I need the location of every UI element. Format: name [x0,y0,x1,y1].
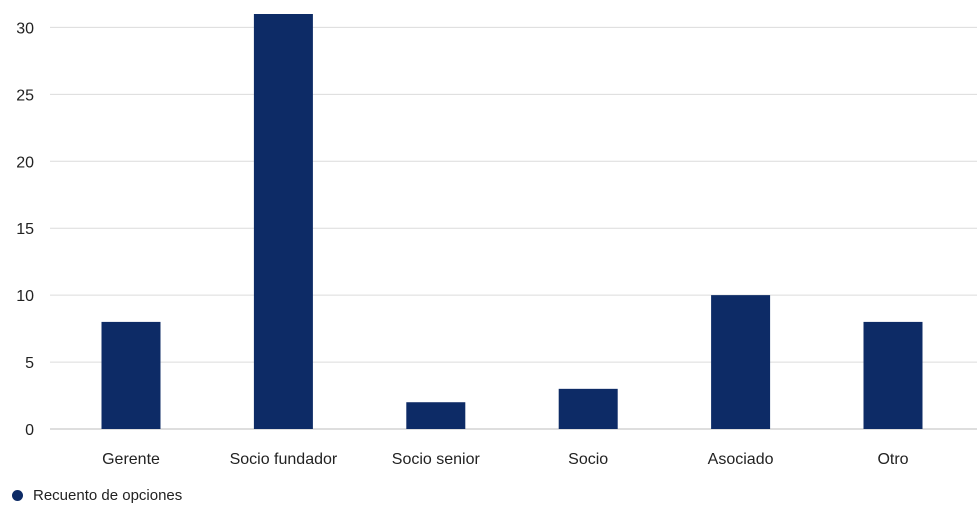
bar [863,321,923,429]
x-tick-label: Otro [877,451,908,468]
x-tick-label: Socio [568,451,608,468]
bar [711,295,771,429]
bar [406,402,466,429]
x-tick-label: Socio senior [392,451,481,468]
bar-chart: 0 5 10 15 20 25 30 Gerente Socio fundador Socio … [16,14,977,468]
x-tick-label: Gerente [102,451,160,468]
y-tick-label: 15 [16,221,34,238]
y-tick-label: 20 [16,154,34,171]
y-tick-label: 25 [16,87,34,104]
bar [101,321,161,429]
x-tick-label: Socio fundador [230,451,338,468]
bar [558,388,618,429]
y-tick-label: 10 [16,288,34,305]
y-tick-label: 5 [25,355,34,372]
legend-swatch [12,490,23,501]
y-axis-ticks: 0 5 10 15 20 25 30 [16,20,34,439]
bars [101,14,923,429]
bar [253,14,313,429]
y-tick-label: 30 [16,20,34,37]
legend-label: Recuento de opciones [33,487,183,504]
legend: Recuento de opciones [12,487,182,504]
gridlines [50,26,977,430]
y-tick-label: 0 [25,422,34,439]
x-tick-label: Asociado [708,451,774,468]
x-axis-ticks: Gerente Socio fundador Socio senior Socio As… [102,451,909,468]
